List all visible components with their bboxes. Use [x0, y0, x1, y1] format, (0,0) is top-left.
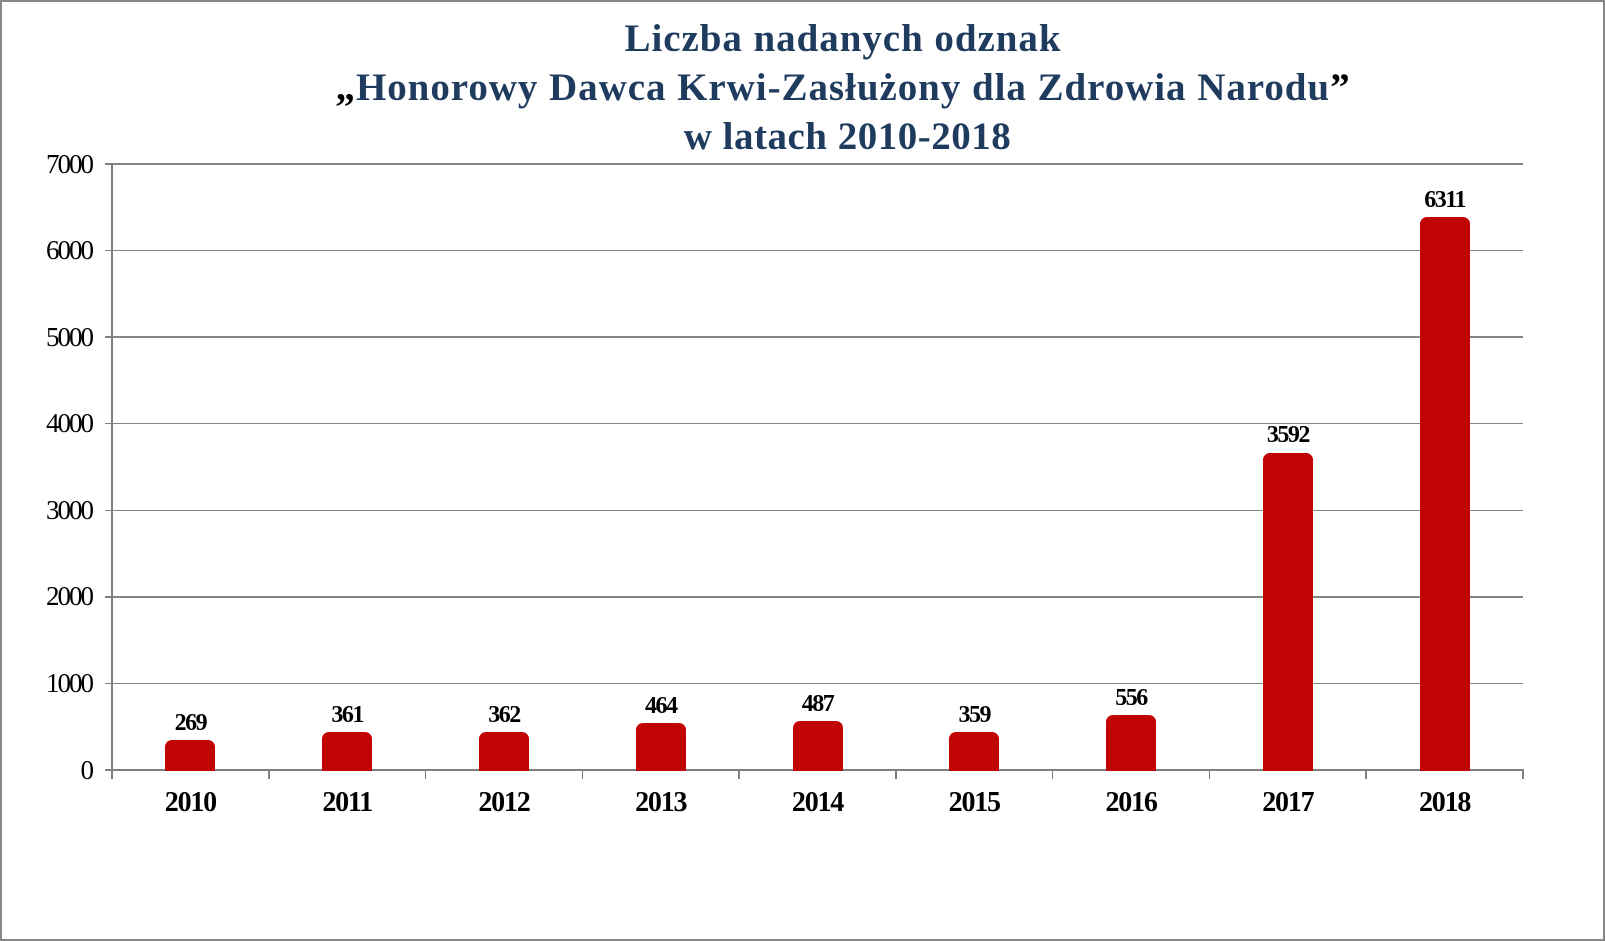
y-axis-tick: [105, 423, 112, 425]
x-category-label: 2012: [478, 786, 530, 818]
y-tick-label: 0: [80, 754, 95, 785]
y-tick-label: 2000: [46, 581, 94, 612]
bar-2017: [1262, 452, 1313, 771]
gridline: [112, 596, 1523, 598]
bar-value-label: 487: [801, 690, 835, 717]
y-axis-tick: [105, 769, 112, 771]
chart-title-line-3: w latach 2010-2018: [683, 115, 1012, 158]
chart-title: Liczba nadanych odznak „Honorowy Dawca K…: [0, 14, 1605, 161]
y-tick-label: 1000: [46, 667, 94, 698]
bar-value-label: 361: [331, 701, 364, 728]
bar-2012: [478, 732, 529, 771]
y-tick-label: 3000: [46, 494, 94, 525]
y-axis-line: [111, 164, 113, 779]
bar-value-label: 464: [644, 692, 678, 719]
x-axis-tick: [111, 769, 113, 779]
x-axis-tick: [895, 769, 897, 779]
bar-value-label: 359: [958, 702, 992, 729]
x-category-label: 2015: [948, 786, 1001, 818]
gridline: [112, 682, 1523, 685]
x-category-label: 2016: [1105, 786, 1157, 818]
x-axis-tick: [1208, 769, 1211, 779]
gridline: [112, 336, 1523, 338]
gridline: [112, 509, 1523, 511]
bar-value-label: 3592: [1266, 422, 1311, 449]
x-axis-tick: [1522, 769, 1524, 779]
x-category-label: 2011: [322, 786, 373, 818]
y-tick-label: 5000: [46, 321, 94, 352]
closing-quote: ”: [1330, 66, 1351, 109]
bar-2015: [949, 732, 1000, 771]
x-axis-tick: [267, 769, 270, 779]
bar-2013: [635, 723, 686, 771]
x-axis-tick: [424, 769, 427, 779]
y-axis-tick: [105, 249, 112, 252]
y-axis-tick: [105, 682, 112, 685]
opening-quote: „: [335, 66, 356, 109]
gridline: [112, 423, 1523, 425]
x-category-label: 2010: [164, 786, 217, 818]
bar-value-label: 6311: [1424, 186, 1466, 213]
y-axis-tick: [105, 509, 112, 511]
chart-title-line-1: Liczba nadanych odznak: [624, 17, 1062, 60]
chart-title-line-2-text: Honorowy Dawca Krwi-Zasłużony dla Zdrowi…: [355, 66, 1331, 109]
y-axis-tick: [105, 596, 112, 598]
x-axis-tick: [581, 769, 584, 779]
x-category-label: 2017: [1262, 786, 1314, 818]
bar-2018: [1419, 217, 1470, 771]
x-axis-tick: [1365, 769, 1368, 779]
gridline: [112, 163, 1523, 165]
bar-2010: [165, 740, 216, 771]
x-category-label: 2018: [1419, 786, 1471, 818]
y-tick-label: 6000: [46, 235, 94, 266]
y-axis-tick: [105, 163, 112, 165]
x-axis-tick: [738, 769, 740, 779]
bar-2011: [322, 732, 373, 771]
bar-value-label: 362: [488, 701, 521, 728]
y-tick-label: 7000: [46, 148, 94, 179]
gridline: [112, 249, 1523, 252]
bar-value-label: 556: [1115, 684, 1148, 711]
x-category-label: 2013: [635, 786, 687, 818]
x-category-label: 2014: [791, 786, 844, 818]
y-axis-tick: [105, 336, 112, 338]
bar-2014: [792, 721, 843, 771]
chart-title-line-2: „Honorowy Dawca Krwi-Zasłużony dla Zdrow…: [0, 63, 1605, 112]
y-tick-label: 4000: [46, 408, 94, 439]
x-axis-tick: [1051, 769, 1054, 779]
bar-2016: [1106, 715, 1157, 771]
bar-value-label: 269: [174, 709, 208, 736]
